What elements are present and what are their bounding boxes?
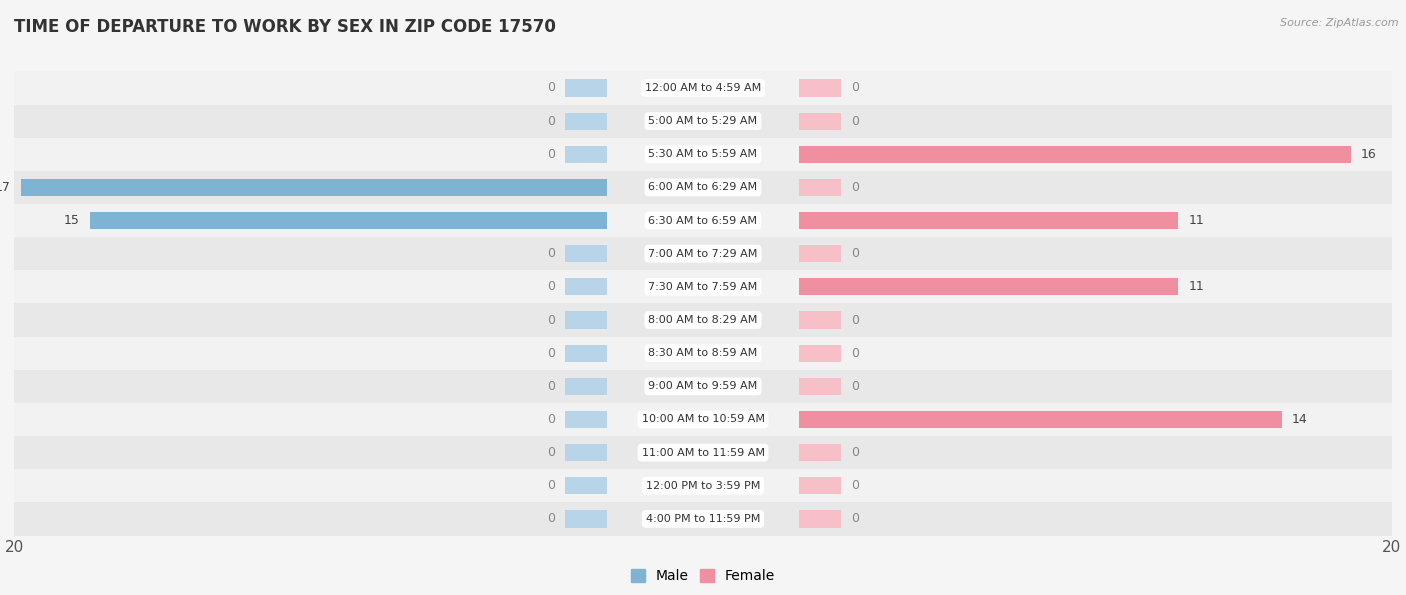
Text: 0: 0: [851, 181, 859, 194]
Bar: [14, 270, 1392, 303]
Bar: [565, 411, 606, 428]
Text: 5:00 AM to 5:29 AM: 5:00 AM to 5:29 AM: [648, 116, 758, 126]
Bar: [800, 79, 841, 96]
Text: 16: 16: [1361, 148, 1376, 161]
Text: 0: 0: [547, 512, 555, 525]
Text: 0: 0: [547, 413, 555, 426]
Text: 12:00 PM to 3:59 PM: 12:00 PM to 3:59 PM: [645, 481, 761, 491]
Bar: [565, 112, 606, 130]
Text: 6:00 AM to 6:29 AM: 6:00 AM to 6:29 AM: [648, 183, 758, 192]
Bar: [565, 477, 606, 494]
Text: 14: 14: [1292, 413, 1308, 426]
Text: 6:30 AM to 6:59 AM: 6:30 AM to 6:59 AM: [648, 215, 758, 226]
Bar: [14, 369, 1392, 403]
Bar: [14, 436, 1392, 469]
Text: 5:30 AM to 5:59 AM: 5:30 AM to 5:59 AM: [648, 149, 758, 159]
Text: 0: 0: [851, 314, 859, 327]
Text: 10:00 AM to 10:59 AM: 10:00 AM to 10:59 AM: [641, 415, 765, 424]
Text: 0: 0: [851, 480, 859, 492]
Text: 11:00 AM to 11:59 AM: 11:00 AM to 11:59 AM: [641, 447, 765, 458]
Text: TIME OF DEPARTURE TO WORK BY SEX IN ZIP CODE 17570: TIME OF DEPARTURE TO WORK BY SEX IN ZIP …: [14, 18, 555, 36]
Text: 0: 0: [851, 115, 859, 127]
Bar: [14, 403, 1392, 436]
Text: 9:00 AM to 9:59 AM: 9:00 AM to 9:59 AM: [648, 381, 758, 392]
Text: 0: 0: [547, 82, 555, 95]
Text: 12:00 AM to 4:59 AM: 12:00 AM to 4:59 AM: [645, 83, 761, 93]
Bar: [565, 146, 606, 163]
Bar: [14, 337, 1392, 369]
Bar: [565, 444, 606, 461]
Text: 0: 0: [547, 380, 555, 393]
Text: 0: 0: [547, 115, 555, 127]
Bar: [90, 212, 606, 229]
Bar: [565, 511, 606, 528]
Bar: [800, 378, 841, 395]
Bar: [14, 237, 1392, 270]
Bar: [14, 469, 1392, 502]
Bar: [14, 137, 1392, 171]
Text: 0: 0: [851, 248, 859, 260]
Bar: [14, 105, 1392, 137]
Text: 0: 0: [851, 446, 859, 459]
Bar: [565, 378, 606, 395]
Text: 0: 0: [851, 82, 859, 95]
Text: 0: 0: [547, 248, 555, 260]
Bar: [565, 345, 606, 362]
Bar: [800, 311, 841, 328]
Text: 15: 15: [63, 214, 80, 227]
Bar: [14, 204, 1392, 237]
Text: 4:00 PM to 11:59 PM: 4:00 PM to 11:59 PM: [645, 514, 761, 524]
Bar: [800, 112, 841, 130]
Bar: [14, 71, 1392, 105]
Text: 17: 17: [0, 181, 11, 194]
Text: Source: ZipAtlas.com: Source: ZipAtlas.com: [1281, 18, 1399, 28]
Bar: [800, 411, 1282, 428]
Text: 11: 11: [1188, 214, 1205, 227]
Bar: [14, 303, 1392, 337]
Bar: [800, 179, 841, 196]
Text: 0: 0: [547, 480, 555, 492]
Text: 0: 0: [851, 347, 859, 359]
Bar: [565, 79, 606, 96]
Bar: [565, 311, 606, 328]
Bar: [800, 477, 841, 494]
Bar: [565, 245, 606, 262]
Text: 8:30 AM to 8:59 AM: 8:30 AM to 8:59 AM: [648, 348, 758, 358]
Bar: [565, 278, 606, 296]
Bar: [800, 444, 841, 461]
Text: 7:30 AM to 7:59 AM: 7:30 AM to 7:59 AM: [648, 282, 758, 292]
Legend: Male, Female: Male, Female: [626, 564, 780, 589]
Bar: [800, 245, 841, 262]
Text: 0: 0: [547, 148, 555, 161]
Text: 7:00 AM to 7:29 AM: 7:00 AM to 7:29 AM: [648, 249, 758, 259]
Text: 8:00 AM to 8:29 AM: 8:00 AM to 8:29 AM: [648, 315, 758, 325]
Bar: [800, 345, 841, 362]
Bar: [14, 502, 1392, 536]
Text: 0: 0: [547, 446, 555, 459]
Bar: [800, 212, 1178, 229]
Text: 0: 0: [851, 512, 859, 525]
Text: 0: 0: [851, 380, 859, 393]
Bar: [800, 146, 1351, 163]
Text: 11: 11: [1188, 280, 1205, 293]
Bar: [14, 171, 1392, 204]
Text: 0: 0: [547, 347, 555, 359]
Text: 0: 0: [547, 280, 555, 293]
Bar: [800, 511, 841, 528]
Bar: [800, 278, 1178, 296]
Text: 0: 0: [547, 314, 555, 327]
Bar: [21, 179, 606, 196]
